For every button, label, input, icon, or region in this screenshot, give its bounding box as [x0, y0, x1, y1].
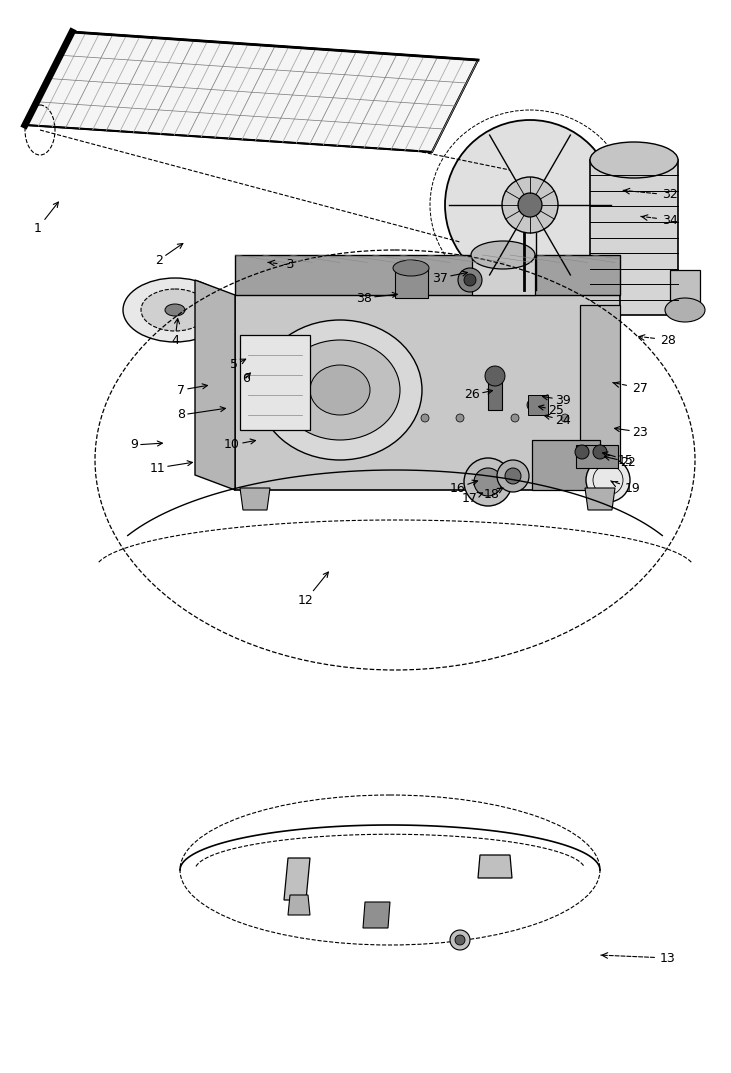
- Text: 19: 19: [610, 481, 641, 495]
- Text: 7: 7: [177, 383, 208, 397]
- Text: 16: 16: [450, 480, 477, 495]
- Text: 34: 34: [641, 214, 678, 226]
- Polygon shape: [240, 488, 270, 510]
- Text: 9: 9: [130, 439, 162, 452]
- Ellipse shape: [310, 365, 370, 415]
- Text: 6: 6: [242, 371, 250, 384]
- Polygon shape: [395, 268, 428, 298]
- Text: 38: 38: [356, 292, 398, 305]
- Text: 22: 22: [605, 455, 636, 469]
- Polygon shape: [240, 335, 310, 430]
- Circle shape: [455, 935, 465, 945]
- Polygon shape: [670, 270, 700, 310]
- Text: -3: -3: [268, 259, 295, 271]
- Text: 17: 17: [462, 491, 482, 504]
- Polygon shape: [235, 255, 620, 295]
- Polygon shape: [590, 160, 678, 315]
- Ellipse shape: [123, 278, 227, 342]
- Polygon shape: [288, 895, 310, 915]
- Circle shape: [586, 458, 630, 502]
- Text: 15: 15: [602, 452, 634, 467]
- Text: 23: 23: [615, 426, 648, 439]
- Circle shape: [445, 120, 615, 290]
- Text: 10: 10: [224, 439, 255, 452]
- Text: 13: 13: [601, 952, 675, 965]
- Circle shape: [458, 268, 482, 292]
- Polygon shape: [478, 855, 512, 878]
- Circle shape: [464, 274, 476, 286]
- Circle shape: [561, 414, 569, 422]
- Text: 2: 2: [155, 244, 183, 266]
- Polygon shape: [363, 902, 390, 928]
- Text: 27: 27: [613, 382, 648, 395]
- Ellipse shape: [665, 298, 705, 322]
- Circle shape: [527, 399, 539, 411]
- Text: 39: 39: [542, 394, 571, 407]
- Polygon shape: [284, 858, 310, 900]
- Polygon shape: [576, 445, 618, 468]
- Circle shape: [575, 445, 589, 459]
- Text: 26: 26: [464, 388, 493, 401]
- Circle shape: [456, 414, 464, 422]
- Polygon shape: [472, 255, 535, 295]
- Text: 24: 24: [545, 413, 571, 426]
- Text: 11: 11: [149, 460, 192, 474]
- Ellipse shape: [590, 142, 678, 178]
- Circle shape: [497, 460, 529, 493]
- Circle shape: [505, 468, 521, 484]
- Circle shape: [464, 458, 512, 506]
- Circle shape: [421, 414, 429, 422]
- Polygon shape: [25, 32, 478, 152]
- Polygon shape: [532, 440, 600, 490]
- Text: 25: 25: [539, 403, 564, 416]
- Ellipse shape: [165, 304, 185, 317]
- Polygon shape: [528, 395, 548, 415]
- Ellipse shape: [141, 289, 209, 330]
- Text: 5: 5: [230, 358, 246, 371]
- Polygon shape: [580, 305, 620, 480]
- Circle shape: [518, 193, 542, 217]
- Text: 28: 28: [637, 334, 676, 347]
- Text: 8: 8: [177, 407, 225, 422]
- Text: 12: 12: [298, 572, 328, 606]
- Circle shape: [450, 930, 470, 950]
- Circle shape: [593, 445, 607, 459]
- Circle shape: [511, 414, 519, 422]
- Text: 1: 1: [34, 202, 58, 235]
- Polygon shape: [235, 295, 620, 490]
- Text: 18: 18: [484, 487, 503, 500]
- Polygon shape: [488, 380, 502, 410]
- Ellipse shape: [393, 260, 429, 276]
- Text: 4: 4: [171, 319, 180, 347]
- Polygon shape: [195, 280, 235, 490]
- Ellipse shape: [258, 320, 422, 460]
- Text: 32: 32: [623, 189, 678, 202]
- Text: 37: 37: [432, 271, 467, 284]
- Ellipse shape: [280, 340, 400, 440]
- Circle shape: [485, 366, 505, 386]
- Polygon shape: [585, 488, 615, 510]
- Ellipse shape: [471, 241, 535, 269]
- Circle shape: [474, 468, 502, 496]
- Circle shape: [502, 177, 558, 233]
